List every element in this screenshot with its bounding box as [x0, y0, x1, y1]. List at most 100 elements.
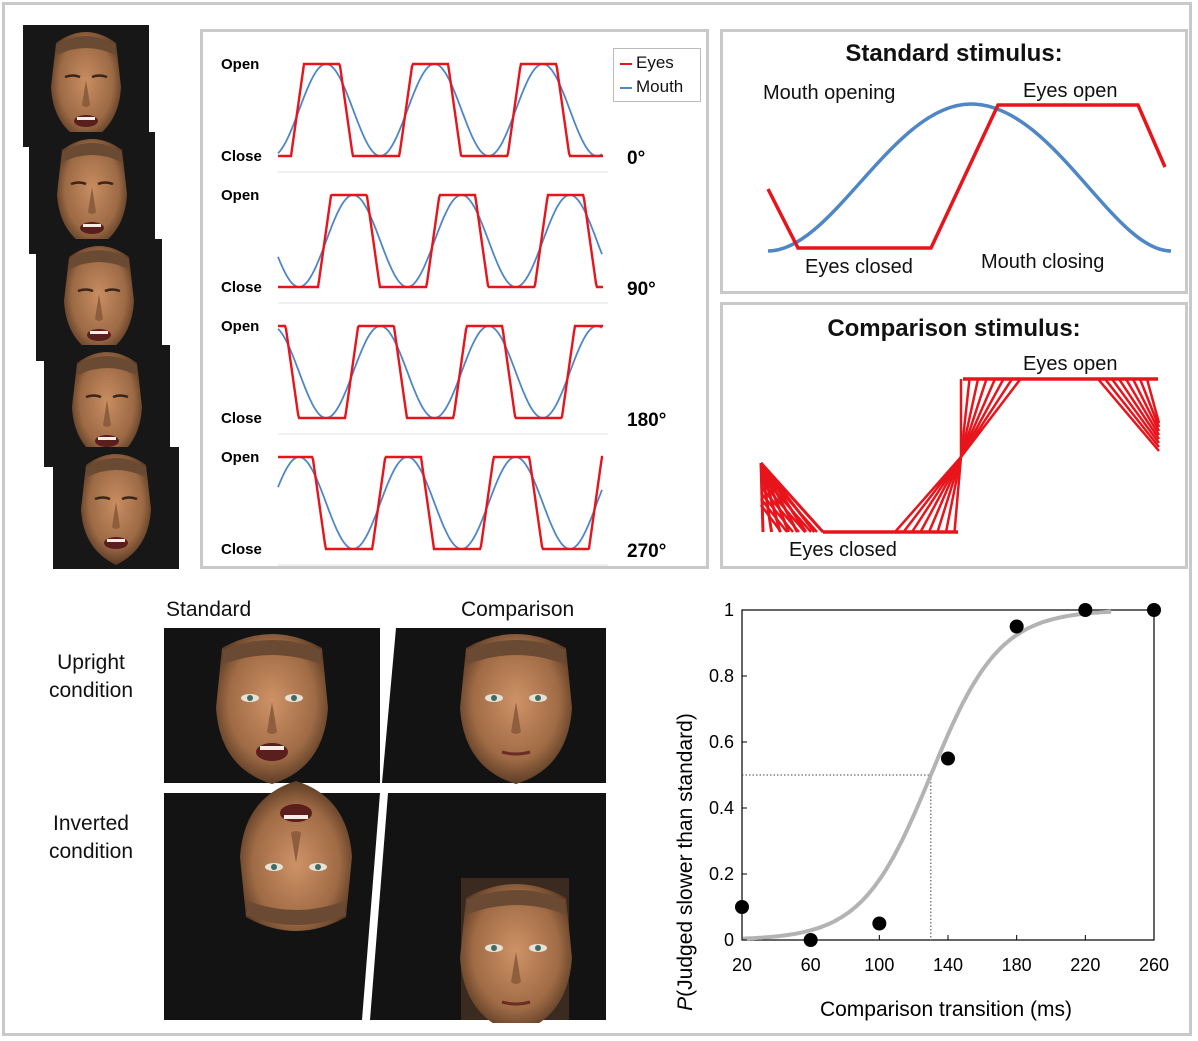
- legend-mouth-swatch: [620, 87, 632, 89]
- comp-fan-line: [1124, 378, 1161, 436]
- y-tick-label: 0.2: [709, 864, 734, 884]
- comparison-eyes-open-label: Eyes open: [1023, 353, 1118, 375]
- comp-fan-line: [1104, 378, 1160, 448]
- comp-fan-line: [1097, 378, 1160, 452]
- wave-open-label: Open: [221, 318, 259, 335]
- comp-fan-line: [760, 468, 818, 533]
- inverted-label-line-1: Inverted: [53, 812, 129, 835]
- comp-fan-line: [959, 378, 988, 458]
- condition-face-grid: [164, 628, 606, 1023]
- x-tick-label: 140: [933, 955, 963, 975]
- face-frame-2: [27, 130, 157, 256]
- comp-fan-line: [919, 456, 963, 533]
- comp-fan-line: [760, 474, 812, 533]
- comp-fan-line: [1117, 378, 1161, 440]
- x-tick-label: 100: [864, 955, 894, 975]
- data-point: [1078, 603, 1093, 617]
- comp-fan-line: [1145, 378, 1161, 424]
- y-tick-label: 0.6: [709, 732, 734, 752]
- inverted-label-line-2: condition: [48, 840, 134, 863]
- y-tick-label: 0: [724, 930, 734, 950]
- x-tick-label: 260: [1139, 955, 1169, 975]
- waveform-panel: Open Close 0° Open Close 90° Open Close 180° Open…: [200, 29, 709, 569]
- comp-fan-line: [760, 480, 806, 533]
- standard-eyes-curve: [766, 103, 1167, 250]
- standard-eyes-open-label: Eyes open: [1023, 80, 1118, 102]
- mouth-waveform: [277, 456, 603, 550]
- chart-ylabel-italic: P: [674, 997, 697, 1011]
- comparison-curves: [759, 377, 1161, 534]
- data-point: [1147, 603, 1161, 617]
- x-tick-label: 220: [1070, 955, 1100, 975]
- face-frames: [21, 23, 181, 571]
- upright-label: Upright condition: [36, 649, 146, 705]
- inverted-standard-face: [164, 781, 380, 1020]
- mouth-waveform: [277, 63, 603, 157]
- comp-fan-line: [759, 504, 783, 533]
- comp-fan-line: [760, 462, 824, 533]
- comp-fan-line: [760, 486, 800, 533]
- face-frame-3: [34, 237, 164, 363]
- x-tick-label: 60: [801, 955, 821, 975]
- logistic-fit-curve: [741, 609, 1112, 941]
- wave-open-label: Open: [221, 449, 259, 466]
- face-frame-1: [21, 23, 151, 149]
- data-point: [735, 900, 749, 914]
- upright-label-line-1: Upright: [57, 651, 125, 674]
- comp-fan-line: [760, 498, 788, 533]
- comparison-eyes-closed-label: Eyes closed: [789, 539, 897, 561]
- standard-curves: [766, 102, 1172, 253]
- x-tick-label: 180: [1002, 955, 1032, 975]
- comparison-title: Comparison stimulus:: [827, 315, 1081, 342]
- comparison-header: Comparison: [461, 598, 575, 621]
- wave-phase-label: 180°: [627, 410, 666, 431]
- eyes-waveform: [278, 324, 603, 420]
- comparison-stimulus-panel: Comparison stimulus: Eyes open Eyes clos…: [720, 302, 1188, 569]
- comp-fan-line: [1138, 378, 1161, 428]
- comp-fan-line: [944, 456, 963, 533]
- comp-fan-line: [927, 456, 963, 533]
- upright-standard-face: [164, 628, 380, 784]
- psychometric-chart: 20 60 100 140 180 220 260 0 0.2 0.4 0.6 0.8 1 Compar…: [674, 600, 1169, 1021]
- wave-phase-label: 270°: [627, 541, 666, 562]
- y-tick-label: 1: [724, 600, 734, 620]
- standard-header: Standard: [166, 598, 252, 621]
- wave-open-label: Open: [221, 187, 259, 204]
- wave-close-label: Close: [221, 410, 262, 427]
- chart-ylabel: P(Judged slower than standard): [674, 713, 697, 1011]
- wave-close-label: Close: [221, 148, 262, 165]
- comp-fan-line: [760, 492, 794, 533]
- comp-fan-line: [1131, 378, 1161, 432]
- wave-open-label: Open: [221, 56, 259, 73]
- standard-eyes-closed-label: Eyes closed: [805, 256, 913, 278]
- mouth-waveform: [277, 194, 603, 288]
- upright-comparison-face: [382, 628, 606, 786]
- face-frame-5: [51, 445, 181, 571]
- wave-close-label: Close: [221, 541, 262, 558]
- comp-fan-line: [953, 456, 963, 533]
- comp-fan-line: [960, 378, 1022, 458]
- face-filmstrip: [20, 22, 190, 572]
- standard-mouth-closing-label: Mouth closing: [981, 251, 1105, 273]
- chart-fit-curve: [741, 609, 1112, 941]
- inverted-label: Inverted condition: [36, 810, 146, 866]
- eyes-waveform: [278, 62, 603, 158]
- chart-axes: [741, 609, 1155, 941]
- y-tick-label: 0.8: [709, 666, 734, 686]
- data-point: [872, 916, 887, 931]
- wave-phase-label: 90°: [627, 279, 656, 300]
- chart-points: [735, 603, 1161, 947]
- chart-ticks: 20 60 100 140 180 220 260 0 0.2 0.4 0.6 0.8 1: [709, 600, 1169, 975]
- comp-fan-line: [959, 378, 980, 458]
- standard-mouth-curve: [767, 102, 1172, 253]
- chart-plot-frame: [741, 609, 1155, 941]
- chart-ylabel-rest: (Judged slower than standard): [674, 713, 697, 997]
- standard-title: Standard stimulus:: [845, 40, 1063, 67]
- chart-xlabel: Comparison transition (ms): [820, 998, 1072, 1021]
- wave-close-label: Close: [221, 279, 262, 296]
- comp-fan-line: [959, 378, 971, 458]
- inverted-comparison-face: [370, 793, 606, 1023]
- legend-eyes-swatch: [620, 63, 632, 65]
- data-point: [1009, 619, 1024, 634]
